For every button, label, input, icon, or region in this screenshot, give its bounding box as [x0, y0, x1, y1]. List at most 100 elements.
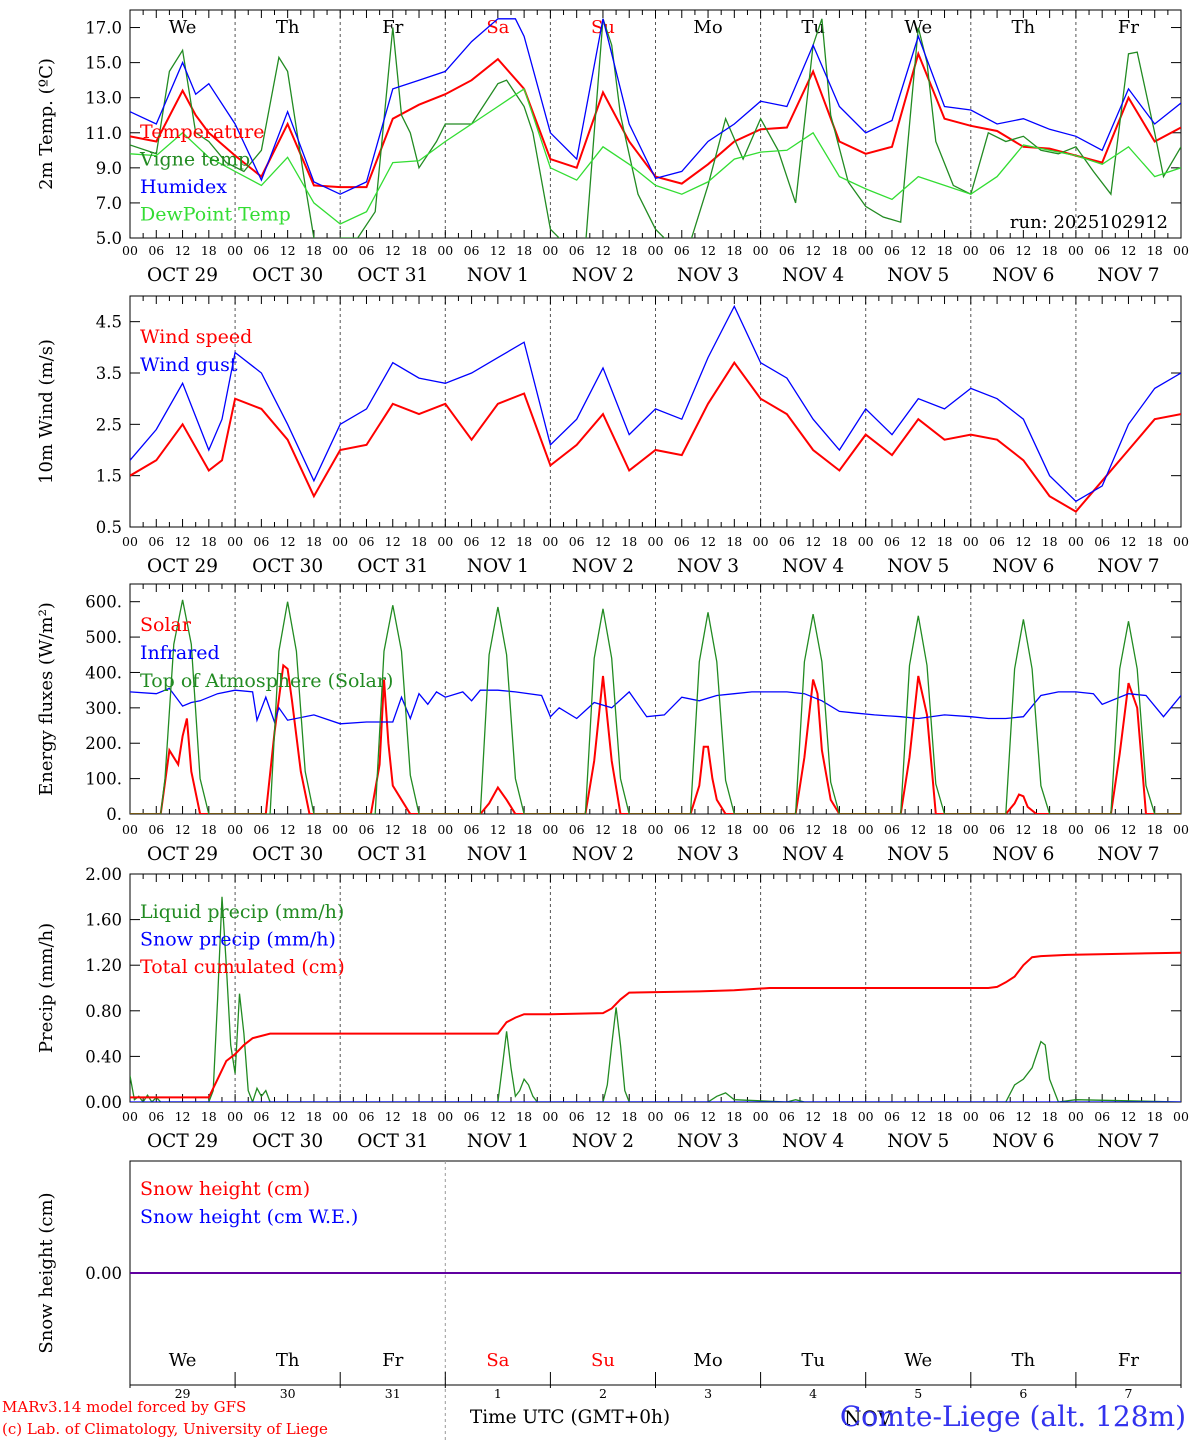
series-line-vigne-temp	[130, 18, 1181, 238]
hour-tick-label: 12	[175, 822, 191, 837]
hour-tick-label: 06	[253, 1109, 269, 1124]
hour-tick-label: 00	[332, 534, 348, 549]
legend-entry: DewPoint Temp	[140, 204, 291, 226]
hour-tick-label: 00	[437, 822, 453, 837]
hour-tick-label: 00	[437, 243, 453, 258]
day-label: NOV 4	[782, 556, 844, 577]
series-line-temperature	[130, 50, 1181, 189]
hour-tick-label: 06	[674, 822, 690, 837]
hour-tick-label: 00	[858, 1109, 874, 1124]
day-number-label: 2	[599, 1386, 607, 1401]
day-label: NOV 6	[992, 844, 1054, 865]
series-line-total-cumulated-cm-	[130, 951, 1181, 1099]
hour-tick-label: 12	[1120, 534, 1136, 549]
hour-tick-label: 06	[989, 534, 1005, 549]
y-tick-label: 3.5	[96, 364, 122, 383]
hour-tick-label: 06	[674, 243, 690, 258]
day-label: NOV 3	[677, 556, 739, 577]
hour-tick-label: 00	[1173, 1109, 1189, 1124]
hour-tick-label: 12	[910, 534, 926, 549]
hour-tick-label: 00	[963, 822, 979, 837]
weekday-label: Th	[276, 17, 300, 38]
legend-entry: Top of Atmosphere (Solar)	[140, 670, 393, 692]
hour-tick-label: 12	[385, 243, 401, 258]
hour-tick-label: 18	[1042, 822, 1058, 837]
y-tick-label: 15.0	[85, 54, 122, 73]
day-number-label: 31	[385, 1386, 401, 1401]
y-tick-label: 0.40	[85, 1047, 122, 1066]
hour-tick-label: 06	[569, 822, 585, 837]
y-axis-label: Snow height (cm)	[36, 1192, 57, 1353]
hour-tick-label: 18	[201, 822, 217, 837]
day-label: OCT 31	[357, 556, 428, 577]
hour-tick-label: 12	[1120, 822, 1136, 837]
hour-tick-label: 12	[175, 534, 191, 549]
hour-tick-label: 00	[648, 534, 664, 549]
hour-tick-label: 00	[753, 243, 769, 258]
y-tick-label: 1.5	[96, 467, 122, 486]
hour-tick-label: 12	[595, 534, 611, 549]
hour-tick-label: 06	[989, 1109, 1005, 1124]
hour-tick-label: 00	[1068, 822, 1084, 837]
y-tick-label: 200.	[85, 734, 122, 753]
y-tick-label: 2.5	[96, 415, 122, 434]
day-label: NOV 2	[572, 1131, 634, 1152]
hour-tick-label: 12	[805, 243, 821, 258]
weekday-label: We	[904, 1350, 932, 1371]
hour-tick-label: 00	[122, 822, 138, 837]
hour-tick-label: 06	[569, 1109, 585, 1124]
hour-tick-label: 12	[385, 1109, 401, 1124]
weekday-label: Th	[1012, 1350, 1036, 1371]
y-tick-label: 7.0	[96, 194, 122, 213]
y-tick-label: 1.60	[85, 911, 122, 930]
legend-entry: Total cumulated (cm)	[140, 956, 345, 978]
legend-entry: Temperature	[140, 121, 264, 143]
hour-tick-label: 00	[753, 534, 769, 549]
day-label: NOV 1	[467, 1131, 529, 1152]
hour-tick-label: 00	[122, 1109, 138, 1124]
legend-entry: Liquid precip (mm/h)	[140, 901, 344, 923]
weekday-label: Th	[1012, 17, 1036, 38]
legend-entry: Snow height (cm)	[140, 1178, 310, 1200]
hour-tick-label: 12	[280, 243, 296, 258]
hour-tick-label: 00	[542, 1109, 558, 1124]
hour-tick-label: 12	[1120, 1109, 1136, 1124]
hour-tick-label: 00	[858, 822, 874, 837]
hour-tick-label: 18	[306, 243, 322, 258]
weekday-label: Sa	[486, 17, 509, 38]
day-label: OCT 29	[147, 265, 218, 286]
hour-tick-label: 12	[385, 822, 401, 837]
y-tick-label: 4.5	[96, 313, 122, 332]
hour-tick-label: 12	[1120, 243, 1136, 258]
day-label: OCT 29	[147, 844, 218, 865]
hour-tick-label: 18	[937, 1109, 953, 1124]
hour-tick-label: 18	[411, 243, 427, 258]
hour-tick-label: 06	[253, 822, 269, 837]
legend-entry: Humidex	[140, 176, 227, 198]
hour-tick-label: 18	[726, 243, 742, 258]
hour-tick-label: 12	[595, 243, 611, 258]
day-label: NOV 6	[992, 265, 1054, 286]
hour-tick-label: 00	[332, 822, 348, 837]
hour-tick-label: 12	[595, 822, 611, 837]
day-label: OCT 31	[357, 1131, 428, 1152]
hour-tick-label: 18	[306, 1109, 322, 1124]
weekday-label: Fr	[382, 1350, 403, 1371]
hour-tick-label: 12	[700, 534, 716, 549]
hour-tick-label: 00	[963, 534, 979, 549]
hour-tick-label: 00	[227, 1109, 243, 1124]
hour-tick-label: 18	[831, 243, 847, 258]
weekday-label: Tu	[801, 17, 825, 38]
day-number-label: 4	[809, 1386, 817, 1401]
day-label: NOV 3	[677, 1131, 739, 1152]
hour-tick-label: 00	[963, 1109, 979, 1124]
hour-tick-label: 12	[280, 1109, 296, 1124]
y-tick-label: 2.00	[85, 865, 122, 884]
hour-tick-label: 18	[1042, 534, 1058, 549]
day-number-label: 29	[175, 1386, 191, 1401]
hour-tick-label: 18	[621, 243, 637, 258]
weekday-label: Mo	[693, 1350, 722, 1371]
day-label: NOV 7	[1097, 265, 1159, 286]
day-label: NOV 1	[467, 844, 529, 865]
y-tick-label: 500.	[85, 628, 122, 647]
